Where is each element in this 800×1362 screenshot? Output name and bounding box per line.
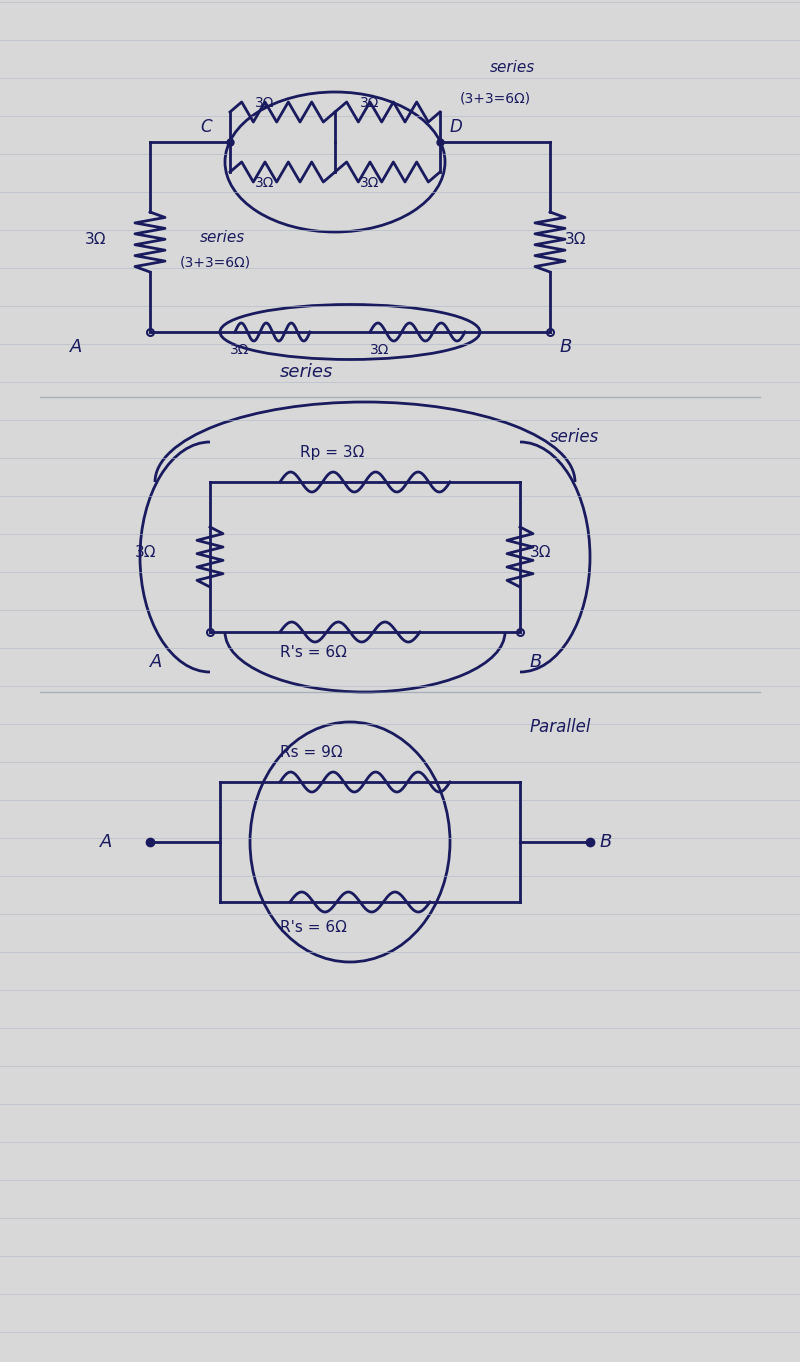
Text: A: A bbox=[100, 834, 112, 851]
Text: D: D bbox=[450, 118, 462, 136]
Text: R's = 6Ω: R's = 6Ω bbox=[280, 919, 347, 934]
Text: 3Ω: 3Ω bbox=[370, 343, 390, 357]
Text: (3+3=6Ω): (3+3=6Ω) bbox=[460, 91, 531, 105]
Text: 3Ω: 3Ω bbox=[255, 95, 274, 110]
Text: (3+3=6Ω): (3+3=6Ω) bbox=[180, 256, 251, 270]
Text: 3Ω: 3Ω bbox=[255, 176, 274, 191]
Text: Parallel: Parallel bbox=[530, 718, 591, 735]
Text: 3Ω: 3Ω bbox=[360, 176, 379, 191]
Text: C: C bbox=[200, 118, 212, 136]
Text: series: series bbox=[280, 364, 334, 381]
Text: 3Ω: 3Ω bbox=[565, 232, 586, 247]
Text: B: B bbox=[560, 338, 572, 355]
Text: 3Ω: 3Ω bbox=[530, 545, 551, 560]
Text: B: B bbox=[600, 834, 612, 851]
Text: 3Ω: 3Ω bbox=[360, 95, 379, 110]
Text: R's = 6Ω: R's = 6Ω bbox=[280, 646, 347, 661]
Text: A: A bbox=[150, 652, 162, 671]
Text: series: series bbox=[550, 428, 599, 445]
Text: 3Ω: 3Ω bbox=[230, 343, 250, 357]
Text: 3Ω: 3Ω bbox=[85, 232, 106, 247]
Text: 3Ω: 3Ω bbox=[135, 545, 157, 560]
Text: series: series bbox=[200, 230, 246, 245]
Text: series: series bbox=[490, 60, 535, 75]
Text: A: A bbox=[70, 338, 82, 355]
Text: Rp = 3Ω: Rp = 3Ω bbox=[300, 445, 364, 460]
Text: B: B bbox=[530, 652, 542, 671]
Text: Rs = 9Ω: Rs = 9Ω bbox=[280, 745, 342, 760]
